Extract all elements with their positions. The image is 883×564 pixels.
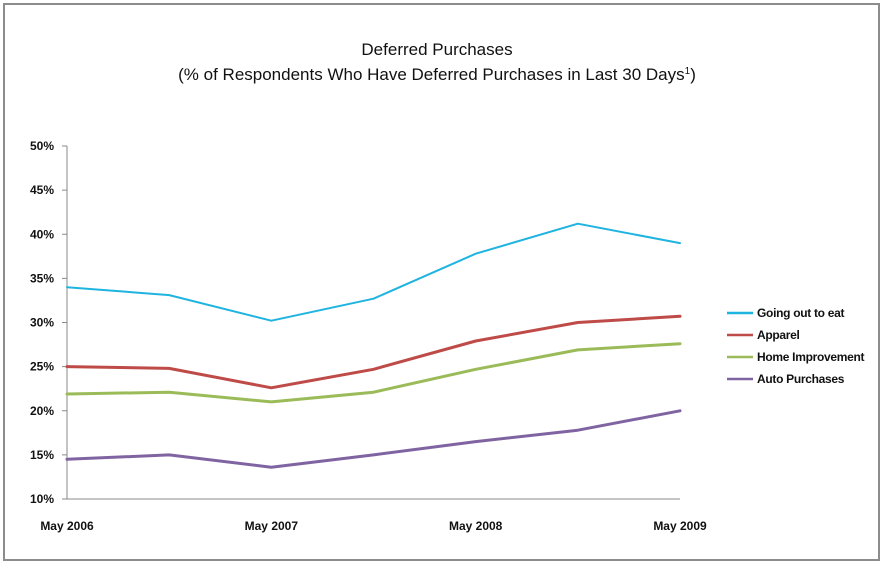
chart-subtitle: (% of Respondents Who Have Deferred Purc… (178, 65, 696, 84)
y-axis: 10% 15% 20% 25% 30% 35% 40% 45% 50% (30, 139, 68, 506)
chart-frame: Deferred Purchases (% of Respondents Who… (3, 3, 880, 561)
y-tick-label: 15% (30, 448, 54, 462)
y-tick-label: 35% (30, 271, 54, 285)
y-tick-label: 10% (30, 492, 54, 506)
y-tick-label: 40% (30, 227, 54, 241)
chart-title: Deferred Purchases (361, 40, 512, 59)
y-tick-label: 45% (30, 183, 54, 197)
chart-subtitle-close: ) (690, 65, 696, 84)
x-tick-label: May 2007 (245, 519, 299, 533)
series-line-home-improvement (65, 342, 682, 404)
line-chart: Deferred Purchases (% of Respondents Who… (30, 40, 865, 533)
legend-label: Home Improvement (757, 350, 865, 364)
series-line-auto-purchases (65, 409, 682, 469)
x-tick-label: May 2006 (40, 519, 94, 533)
legend: Going out to eat Apparel Home Improvement A… (727, 306, 865, 386)
legend-label: Auto Purchases (757, 372, 845, 386)
y-tick-label: 20% (30, 404, 54, 418)
x-axis: May 2006 May 2007 May 2008 May 2009 (40, 498, 707, 533)
y-tick-label: 50% (30, 139, 54, 153)
series-line-going-out-to-eat (66, 222, 681, 322)
chart-subtitle-text: (% of Respondents Who Have Deferred Purc… (178, 65, 684, 84)
series-line-apparel (65, 314, 682, 390)
y-tick-label: 30% (30, 316, 54, 330)
y-tick-label: 25% (30, 360, 54, 374)
x-tick-label: May 2008 (449, 519, 503, 533)
x-tick-label: May 2009 (653, 519, 707, 533)
series-lines (65, 222, 682, 469)
legend-label: Apparel (757, 328, 800, 342)
legend-label: Going out to eat (757, 306, 844, 320)
chart-subtitle-superscript: 1 (685, 66, 691, 77)
